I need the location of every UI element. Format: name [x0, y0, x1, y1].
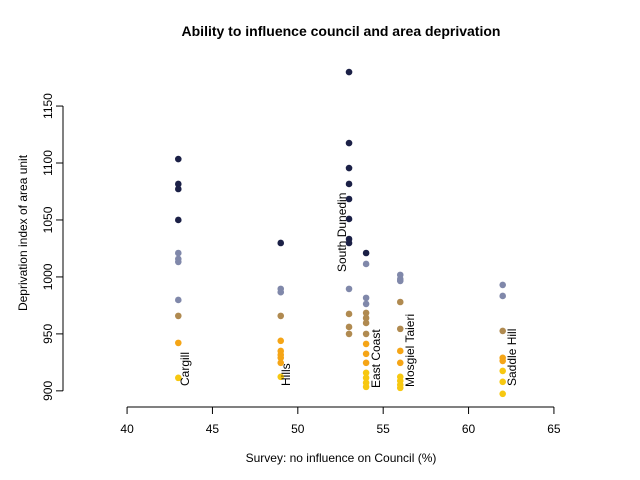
- annotation: Mosgiel Taieri: [403, 314, 417, 387]
- y-tick-label: 1050: [41, 206, 55, 233]
- point: [174, 216, 182, 224]
- point: [277, 354, 285, 362]
- point: [277, 288, 285, 296]
- point: [345, 139, 353, 147]
- point: [345, 195, 353, 203]
- point: [396, 359, 404, 367]
- point: [499, 327, 507, 335]
- x-tick-label: 60: [462, 422, 476, 436]
- point: [499, 292, 507, 300]
- y-tick-label: 1100: [41, 150, 55, 176]
- point: [345, 180, 353, 188]
- point: [499, 357, 507, 365]
- point: [362, 294, 370, 302]
- point: [362, 359, 370, 367]
- point: [396, 347, 404, 355]
- annotation: South Dunedin: [335, 193, 349, 272]
- point: [345, 310, 353, 318]
- point: [345, 164, 353, 172]
- chart-title: Ability to influence council and area de…: [182, 23, 501, 39]
- point: [362, 260, 370, 268]
- point: [362, 309, 370, 317]
- x-tick-label: 45: [206, 422, 220, 436]
- point: [499, 367, 507, 375]
- annotation: Saddle Hill: [505, 329, 519, 386]
- x-tick-label: 40: [120, 422, 134, 436]
- point: [277, 373, 285, 381]
- y-tick-label: 950: [41, 324, 55, 344]
- y-tick-label: 1000: [41, 263, 55, 290]
- point: [345, 215, 353, 223]
- point: [396, 277, 404, 285]
- point: [396, 298, 404, 306]
- point: [174, 296, 182, 304]
- point: [362, 340, 370, 348]
- point: [174, 312, 182, 320]
- point: [174, 339, 182, 347]
- point: [362, 300, 370, 308]
- annotation: Hills: [279, 363, 293, 386]
- point: [345, 239, 353, 247]
- point: [362, 319, 370, 327]
- x-tick-label: 65: [547, 422, 561, 436]
- y-axis-label: Deprivation index of area unit: [16, 154, 30, 311]
- point: [174, 374, 182, 382]
- y-tick-label: 900: [41, 381, 55, 401]
- point: [362, 369, 370, 377]
- x-axis-label: Survey: no influence on Council (%): [246, 451, 437, 465]
- point: [345, 323, 353, 331]
- x-tick-label: 50: [291, 422, 305, 436]
- point: [499, 281, 507, 289]
- point: [345, 330, 353, 338]
- point: [277, 239, 285, 247]
- point: [499, 378, 507, 386]
- point: [277, 337, 285, 345]
- x-tick-label: 55: [377, 422, 391, 436]
- annotation: Cargill: [178, 352, 192, 386]
- point: [174, 249, 182, 257]
- point: [362, 249, 370, 257]
- point: [345, 68, 353, 76]
- point: [362, 374, 370, 382]
- annotation: East Coast: [369, 329, 383, 388]
- point: [174, 258, 182, 266]
- y-tick-label: 1150: [41, 93, 55, 119]
- point: [362, 314, 370, 322]
- point: [396, 325, 404, 333]
- point: [362, 383, 370, 391]
- point: [362, 330, 370, 338]
- point: [174, 155, 182, 163]
- point: [396, 384, 404, 392]
- point: [277, 359, 285, 367]
- point: [362, 350, 370, 358]
- point: [174, 185, 182, 193]
- point: [345, 285, 353, 293]
- point: [277, 312, 285, 320]
- point: [499, 390, 507, 398]
- point: [174, 180, 182, 188]
